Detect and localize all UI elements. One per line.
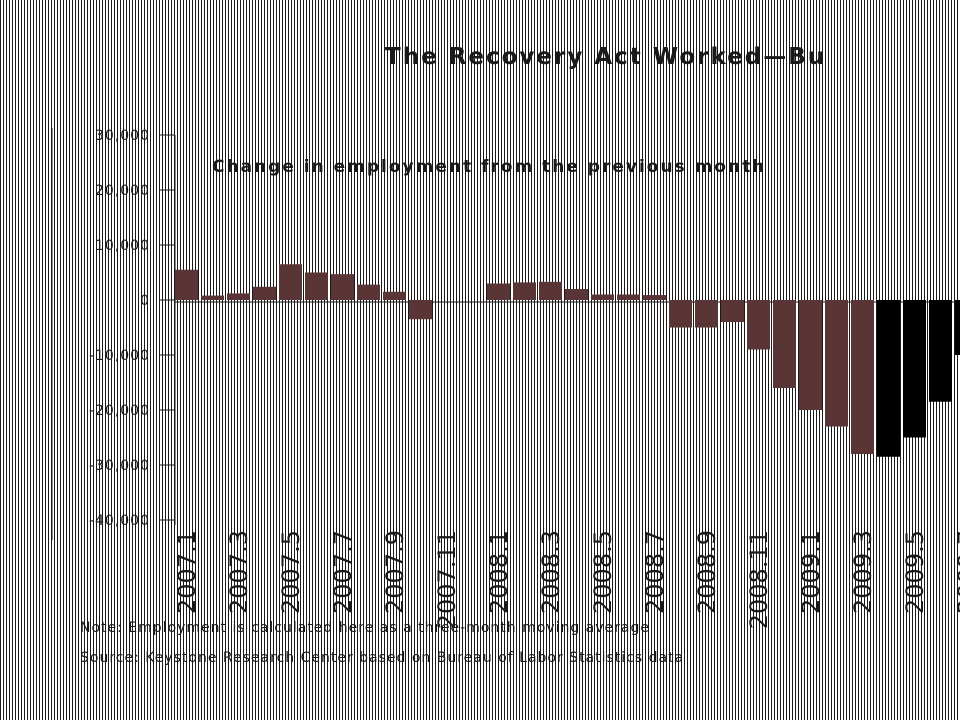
y-tick-label: -10,000 bbox=[89, 348, 150, 364]
x-tick-label: 2008.3 bbox=[537, 530, 565, 614]
bar-2009-4 bbox=[877, 300, 900, 457]
y-tick-label: -40,000 bbox=[89, 513, 150, 529]
x-tick-label: 2008.11 bbox=[745, 530, 773, 629]
x-tick-label: 2008.1 bbox=[485, 530, 513, 614]
bar-2009-7 bbox=[955, 300, 960, 355]
bar-2008-1 bbox=[487, 283, 510, 300]
y-tick-label: -30,000 bbox=[89, 458, 150, 474]
chart-note: Note: Employment is calculated here as a… bbox=[80, 620, 650, 636]
y-axis-ticks: 30,000 20,000 10,000 0 -10,000 -20,000 -30,000… bbox=[89, 128, 175, 529]
x-tick-label: 2008.9 bbox=[693, 530, 721, 614]
bar-2008-6 bbox=[617, 294, 640, 300]
bar-2009-3 bbox=[851, 300, 874, 454]
bar-2007-6 bbox=[305, 272, 328, 300]
bar-series bbox=[175, 264, 960, 457]
y-tick-label: 30,000 bbox=[95, 128, 150, 144]
x-tick-label: 2009.7 bbox=[953, 530, 960, 614]
bar-2008-5 bbox=[591, 294, 614, 300]
bar-2008-2 bbox=[513, 282, 536, 300]
bar-2009-6 bbox=[929, 300, 952, 402]
x-tick-label: 2007.11 bbox=[433, 530, 461, 629]
x-tick-label: 2007.3 bbox=[225, 530, 253, 614]
bar-2008-7 bbox=[643, 295, 666, 300]
y-tick-label: 10,000 bbox=[95, 238, 150, 254]
bar-2008-3 bbox=[539, 281, 562, 300]
bar-2007-5 bbox=[279, 264, 302, 300]
bar-2007-3 bbox=[227, 293, 250, 300]
bar-2007-8 bbox=[357, 284, 380, 300]
x-axis-ticks: 2007.1 2007.3 2007.5 2007.7 2007.9 2007.11 200… bbox=[173, 530, 960, 629]
x-tick-label: 2009.1 bbox=[797, 530, 825, 614]
bar-2008-8 bbox=[669, 300, 692, 328]
x-tick-label: 2009.5 bbox=[901, 530, 929, 614]
bar-2007-4 bbox=[253, 286, 276, 300]
chart-source: Source: Keystone Research Center based o… bbox=[80, 650, 684, 666]
bar-2008-11 bbox=[747, 300, 770, 350]
x-tick-label: 2007.1 bbox=[173, 530, 201, 614]
bar-2009-2 bbox=[825, 300, 848, 427]
chart-subtitle: Change in employment from the previous m… bbox=[212, 157, 766, 177]
bar-2008-12 bbox=[773, 300, 796, 388]
x-tick-label: 2009.3 bbox=[849, 530, 877, 614]
x-tick-label: 2007.9 bbox=[381, 530, 409, 614]
bar-2008-4 bbox=[565, 289, 588, 300]
bar-2009-1 bbox=[799, 300, 822, 410]
y-tick-label: 0 bbox=[140, 293, 150, 309]
x-tick-label: 2007.5 bbox=[277, 530, 305, 614]
x-tick-label: 2008.7 bbox=[641, 530, 669, 614]
bar-2007-10 bbox=[409, 300, 432, 320]
bar-2009-5 bbox=[903, 300, 926, 438]
x-tick-label: 2007.7 bbox=[329, 530, 357, 614]
y-tick-label: 20,000 bbox=[95, 183, 150, 199]
bar-2007-9 bbox=[383, 291, 406, 300]
chart-title: The Recovery Act Worked—Bu bbox=[385, 44, 826, 70]
x-tick-label: 2008.5 bbox=[589, 530, 617, 614]
bar-2007-7 bbox=[331, 274, 354, 300]
bar-2007-2 bbox=[201, 295, 224, 300]
y-tick-label: -20,000 bbox=[89, 403, 150, 419]
bar-2008-9 bbox=[695, 300, 718, 328]
bar-2008-10 bbox=[721, 300, 744, 322]
bar-2007-1 bbox=[175, 269, 198, 300]
